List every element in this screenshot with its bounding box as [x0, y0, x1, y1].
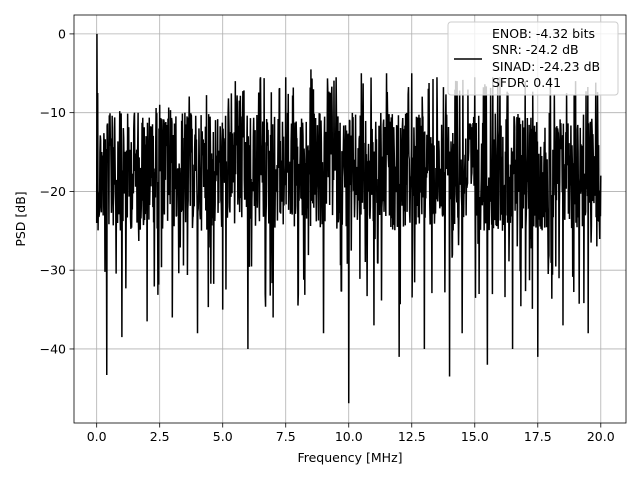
- x-tick-label: 7.5: [276, 429, 296, 444]
- psd-trace: [95, 33, 602, 404]
- x-tick-label: 5.0: [213, 429, 233, 444]
- x-tick-label: 15.0: [461, 429, 489, 444]
- legend-snr: SNR: -24.2 dB: [492, 42, 579, 57]
- x-axis-label: Frequency [MHz]: [297, 450, 402, 465]
- y-tick-label: −10: [40, 105, 66, 120]
- legend-sfdr: SFDR: 0.41: [492, 75, 561, 90]
- y-tick-label: −30: [40, 263, 66, 278]
- y-tick-label: −20: [40, 184, 66, 199]
- x-tick-label: 20.0: [587, 429, 615, 444]
- x-tick-label: 12.5: [398, 429, 426, 444]
- y-tick-label: 0: [58, 26, 66, 41]
- legend-box: [447, 21, 619, 96]
- x-tick-label: 10.0: [335, 429, 363, 444]
- x-tick-label: 2.5: [150, 429, 170, 444]
- legend-sinad: SINAD: -24.23 dB: [492, 59, 600, 74]
- axis-ticks: 0.0 2.5 5.0 7.5 10.0 12.5 15.0 17.5 20.0 0 −10 −20 −…: [40, 26, 615, 444]
- legend-enob: ENOB: -4.32 bits: [492, 26, 595, 41]
- trace-layer: [95, 33, 602, 404]
- x-tick-label: 0.0: [87, 429, 107, 444]
- legend: ENOB: -4.32 bits SNR: -24.2 dB SINAD: -2…: [447, 21, 619, 96]
- x-tick-label: 17.5: [524, 429, 552, 444]
- plot-area-frame: [73, 14, 627, 424]
- y-axis-label: PSD [dB]: [13, 191, 28, 246]
- y-tick-label: −40: [40, 341, 66, 356]
